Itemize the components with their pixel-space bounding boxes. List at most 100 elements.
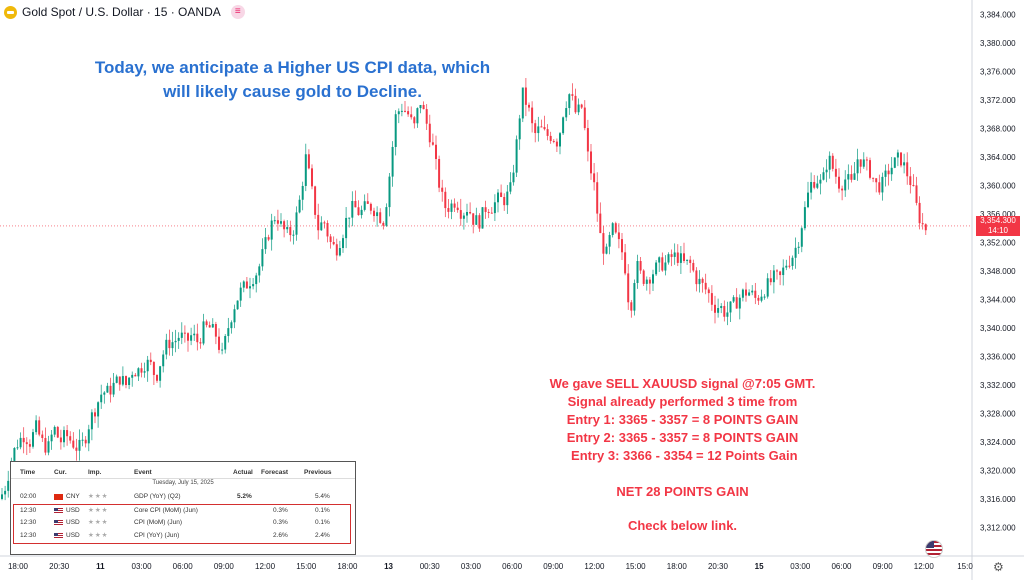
signal-line: Entry 3: 3366 - 3354 = 12 Points Gain: [530, 447, 835, 465]
y-tick-label: 3,368.000: [980, 124, 1016, 133]
candle-body: [199, 342, 201, 343]
candle-body: [38, 420, 40, 434]
candle-body: [131, 375, 133, 378]
col-importance: Imp.: [88, 469, 101, 476]
candle-body: [435, 145, 437, 159]
candle-body: [423, 105, 425, 109]
candle-body: [633, 283, 635, 311]
symbol-title: Gold Spot / U.S. Dollar · 15 · OANDA: [22, 5, 221, 19]
candle-body: [590, 151, 592, 173]
candle-body: [677, 252, 679, 262]
candle-body: [478, 215, 480, 228]
candle-body: [581, 105, 583, 108]
y-tick-label: 3,344.000: [980, 295, 1016, 304]
economic-calendar: Time Cur. Imp. Event Actual Forecast Pre…: [10, 461, 356, 555]
candle-body: [7, 481, 9, 491]
candle-body: [376, 212, 378, 216]
col-forecast: Forecast: [261, 469, 288, 476]
candle-body: [134, 375, 136, 376]
candle-body: [215, 324, 217, 337]
calendar-date: Tuesday, July 15, 2025: [11, 480, 355, 490]
candle-body: [854, 173, 856, 180]
candle-body: [389, 177, 391, 207]
candle-body: [646, 280, 648, 284]
candle-body: [221, 350, 223, 351]
candle-body: [844, 180, 846, 191]
x-tick-label: 09:00: [873, 562, 894, 571]
candle-body: [699, 279, 701, 284]
candle-body: [612, 223, 614, 235]
candle-body: [488, 212, 490, 213]
candle-body: [726, 312, 728, 316]
signal-line: Entry 2: 3365 - 3357 = 8 POINTS GAIN: [530, 429, 835, 447]
candle-body: [407, 111, 409, 114]
candle-body: [246, 281, 248, 288]
candle-body: [503, 197, 505, 205]
candle-body: [178, 338, 180, 341]
candle-body: [4, 491, 6, 495]
candle-body: [234, 309, 236, 322]
candle-body: [674, 252, 676, 256]
candle-body: [482, 207, 484, 228]
settings-gear-icon[interactable]: ⚙: [993, 560, 1004, 574]
candle-body: [358, 207, 360, 215]
candle-body: [711, 293, 713, 305]
candle-body: [345, 218, 347, 238]
candle-body: [606, 247, 608, 254]
forecast-line-2: will likely cause gold to Decline.: [70, 80, 515, 104]
candle-body: [550, 136, 552, 141]
candle-body: [540, 126, 542, 127]
symbol-header[interactable]: Gold Spot / U.S. Dollar · 15 · OANDA ≡: [4, 4, 245, 20]
candle-body: [745, 290, 747, 296]
candle-body: [485, 207, 487, 212]
candle-body: [187, 333, 189, 341]
us-flag-icon[interactable]: [925, 540, 943, 558]
candle-body: [206, 321, 208, 325]
candle-body: [398, 111, 400, 114]
candle-body: [339, 248, 341, 255]
candle-body: [630, 302, 632, 310]
candle-body: [392, 147, 394, 177]
candle-body: [838, 177, 840, 189]
candle-body: [788, 266, 790, 267]
candle-body: [516, 139, 518, 172]
candle-body: [441, 188, 443, 192]
candle-body: [196, 334, 198, 342]
candle-body: [327, 223, 329, 236]
candle-body: [869, 160, 871, 178]
candle-body: [354, 201, 356, 207]
col-time: Time: [20, 469, 35, 476]
candle-body: [900, 152, 902, 165]
candle-body: [237, 301, 239, 310]
signal-line: Signal already performed 3 time from: [530, 393, 835, 411]
candle-body: [863, 159, 865, 166]
candle-body: [767, 278, 769, 296]
candle-body: [243, 281, 245, 287]
candle-body: [640, 261, 642, 271]
candle-body: [60, 437, 62, 442]
candle-body: [224, 336, 226, 350]
candle-body: [649, 280, 651, 284]
candle-body: [255, 275, 257, 284]
candle-body: [308, 154, 310, 168]
candle-body: [382, 223, 384, 226]
candle-body: [866, 159, 868, 160]
candle-body: [773, 270, 775, 282]
candle-body: [922, 223, 924, 224]
col-previous: Previous: [304, 469, 331, 476]
candle-body: [103, 393, 105, 395]
candle-body: [621, 239, 623, 252]
candle-body: [609, 235, 611, 247]
y-tick-label: 3,352.000: [980, 238, 1016, 247]
candle-body: [125, 376, 127, 385]
indicator-icon[interactable]: ≡: [231, 5, 245, 19]
candle-body: [323, 222, 325, 223]
candle-body: [878, 182, 880, 192]
candle-body: [692, 263, 694, 271]
candle-body: [857, 159, 859, 173]
candle-body: [509, 182, 511, 191]
calendar-row[interactable]: 02:00 CNY ★★★ GDP (YoY) (Q2) 5.2% 5.4%: [11, 491, 355, 503]
candle-body: [116, 377, 118, 383]
x-tick-label: 03:00: [790, 562, 811, 571]
candle-body: [113, 383, 115, 395]
